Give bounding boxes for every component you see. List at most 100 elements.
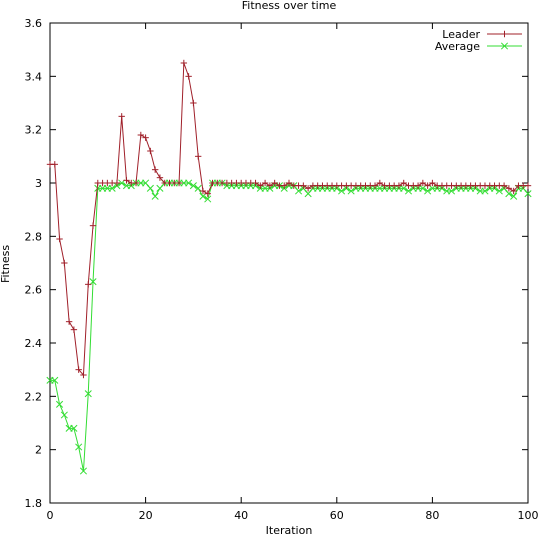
y-tick-label: 2.6 [25, 284, 43, 297]
data-point-leader [419, 179, 427, 187]
data-point-average [79, 467, 88, 475]
series-line-average [50, 182, 529, 472]
x-tick-label: 20 [139, 509, 153, 522]
data-point-average [481, 187, 489, 195]
y-tick-label: 3 [35, 177, 42, 190]
legend-label-average: Average [435, 40, 480, 53]
data-point-leader [132, 179, 140, 187]
data-point-leader [261, 179, 269, 187]
data-point-leader [137, 131, 145, 139]
data-point-leader [285, 179, 293, 187]
data-point-leader [400, 179, 407, 187]
data-point-average [51, 376, 59, 384]
data-point-average [424, 187, 432, 195]
data-point-leader [51, 161, 58, 168]
data-point-leader [118, 113, 125, 120]
y-tick-label: 2.4 [25, 337, 43, 350]
data-point-average [194, 184, 202, 192]
data-point-leader [252, 179, 259, 187]
data-point-average [60, 411, 68, 419]
y-tick-label: 1.8 [25, 497, 43, 510]
data-point-average [447, 187, 456, 195]
data-point-average [404, 187, 413, 195]
data-point-leader [204, 190, 211, 197]
data-point-average [495, 187, 503, 195]
y-tick-label: 2.2 [25, 390, 43, 403]
x-tick-label: 80 [425, 509, 439, 522]
data-point-leader [395, 182, 403, 189]
data-point-leader [510, 187, 517, 195]
data-point-leader [175, 179, 183, 187]
data-point-average [108, 184, 116, 192]
data-point-average [295, 187, 303, 195]
data-point-average [338, 187, 346, 195]
data-point-leader [194, 153, 202, 160]
data-point-leader [80, 371, 87, 379]
data-point-leader [151, 166, 159, 173]
data-point-average [146, 184, 154, 192]
data-point-leader [65, 318, 73, 325]
data-point-leader [371, 182, 379, 189]
data-point-leader [156, 174, 164, 181]
data-point-average [524, 190, 532, 198]
data-point-leader [414, 182, 422, 189]
y-axis-ticks: 1.8 2 2.2 2.4 2.6 2.8 3 3.2 3.4 3.6 [25, 17, 528, 510]
data-point-average [510, 192, 518, 200]
data-point-average [151, 192, 159, 200]
data-point-leader [505, 185, 513, 192]
data-point-average [75, 443, 83, 451]
data-point-leader [266, 182, 274, 189]
data-point-leader [180, 59, 188, 67]
data-point-average [70, 424, 78, 432]
x-axis-ticks: 0 20 40 60 80 100 [47, 23, 539, 522]
data-point-average [199, 192, 207, 200]
y-tick-label: 2 [35, 444, 42, 457]
plot-border [49, 22, 529, 504]
data-point-average [505, 190, 513, 198]
data-point-leader [190, 99, 197, 107]
data-point-average [89, 278, 97, 286]
data-point-leader [147, 147, 154, 155]
data-point-leader [61, 259, 68, 267]
x-tick-label: 60 [330, 509, 344, 522]
y-axis-title: Fitness [0, 245, 12, 283]
data-point-average [347, 187, 355, 195]
y-tick-label: 3.2 [25, 124, 43, 137]
data-point-leader [304, 185, 312, 192]
data-point-average [118, 179, 126, 187]
x-tick-label: 0 [47, 509, 54, 522]
plot-frame [49, 22, 529, 504]
series-line-leader [50, 62, 528, 377]
data-point-leader [257, 182, 264, 189]
data-point-average [419, 184, 427, 192]
data-point-average [185, 179, 193, 187]
data-point-leader [271, 179, 278, 187]
x-tick-label: 40 [234, 509, 248, 522]
series-leader [46, 59, 532, 379]
data-point-leader [75, 366, 82, 373]
data-point-leader [56, 235, 63, 243]
y-tick-label: 3.4 [25, 70, 43, 83]
legend-label-leader: Leader [442, 28, 480, 41]
data-point-leader [500, 182, 508, 189]
series-average [46, 179, 532, 475]
data-point-leader [142, 134, 149, 141]
data-point-average [400, 184, 408, 192]
legend-swatch-marker [500, 42, 509, 50]
data-point-leader [199, 187, 207, 195]
x-tick-label: 100 [518, 509, 539, 522]
data-point-leader [70, 326, 78, 333]
y-tick-label: 3.6 [25, 17, 43, 30]
data-point-leader [524, 182, 532, 189]
data-point-leader [89, 222, 97, 229]
legend-swatch-marker [501, 30, 508, 38]
data-point-average [84, 390, 92, 398]
x-axis-title: Iteration [266, 524, 313, 537]
data-point-leader [85, 281, 92, 288]
data-point-leader [123, 177, 130, 184]
data-point-average [204, 195, 212, 203]
data-point-leader [113, 179, 121, 187]
series-layer [46, 59, 532, 475]
